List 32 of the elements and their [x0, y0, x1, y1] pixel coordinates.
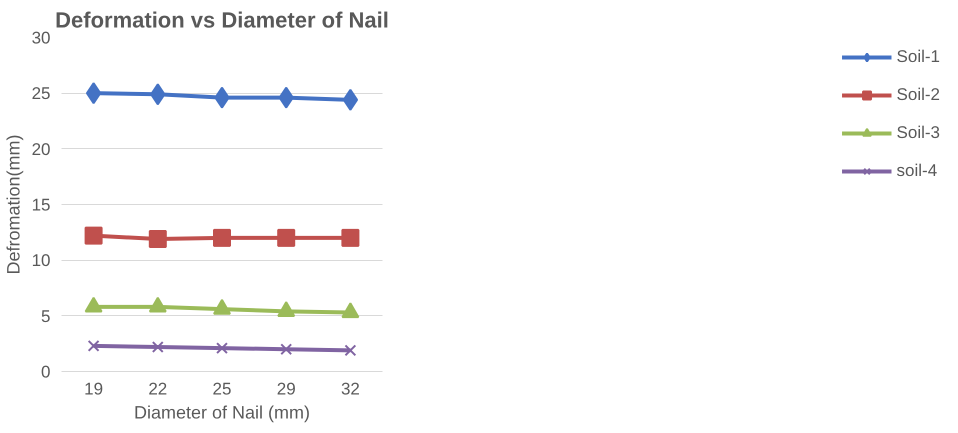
- y-tick-label: 25: [32, 84, 51, 104]
- x-axis-title: Diameter of Nail (mm): [134, 402, 310, 422]
- chart-title: Deformation vs Diameter of Nail: [55, 8, 389, 32]
- y-axis-title: Defromation(mm): [4, 134, 24, 275]
- x-tick-label: 19: [84, 380, 104, 398]
- x-tick-label: 32: [340, 380, 360, 398]
- y-tick-label: 10: [32, 251, 51, 270]
- point: [341, 228, 360, 247]
- point: [152, 341, 164, 353]
- point: [216, 342, 228, 354]
- y-tick-label: 0: [41, 362, 51, 382]
- legend-label: Soil-3: [896, 123, 940, 143]
- point: [148, 230, 167, 248]
- y-tick-label: 5: [41, 306, 51, 326]
- point: [342, 88, 358, 111]
- x-tick-label: 25: [212, 380, 232, 398]
- x-tick-label: 22: [148, 380, 168, 398]
- point: [280, 343, 292, 356]
- point: [277, 228, 296, 247]
- x-tick-label: 29: [276, 380, 296, 398]
- legend-label: soil-4: [896, 161, 938, 181]
- point: [213, 228, 231, 247]
- point: [88, 340, 100, 352]
- y-tick-label: 15: [32, 196, 51, 214]
- point: [344, 344, 356, 356]
- y-tick-label: 30: [32, 28, 51, 48]
- point: [86, 82, 102, 104]
- y-tick-label: 20: [32, 140, 51, 159]
- point: [214, 86, 230, 109]
- legend-label: Soil-1: [896, 47, 940, 67]
- point: [84, 226, 103, 245]
- legend-label: Soil-2: [896, 85, 940, 105]
